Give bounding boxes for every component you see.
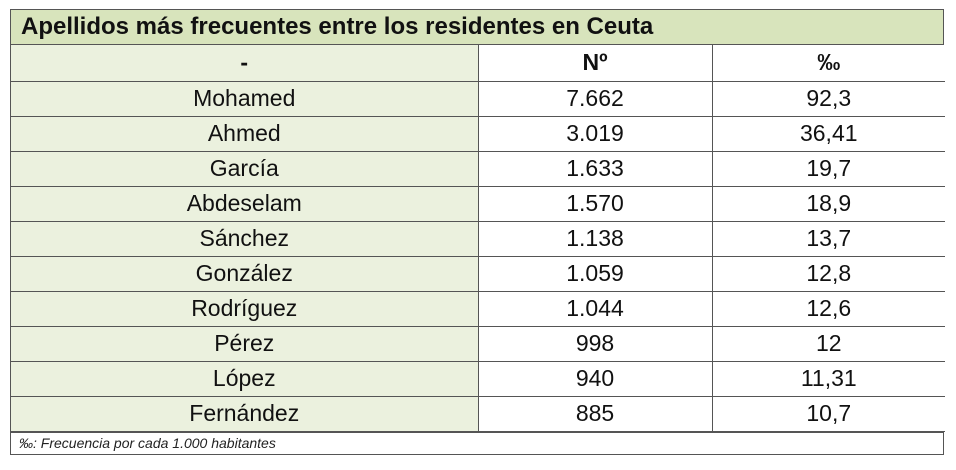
permille-cell: 12 (711, 325, 945, 362)
table-row: Sánchez 1.138 13,7 (11, 220, 945, 257)
surname-cell: Pérez (11, 325, 479, 362)
surname-cell: Mohamed (11, 81, 479, 117)
surname-cell: Sánchez (11, 220, 479, 257)
table-row: Rodríguez 1.044 12,6 (11, 290, 945, 327)
table-row: Pérez 998 12 (11, 325, 945, 362)
header-count: Nº (477, 45, 713, 82)
surname-cell: Ahmed (11, 115, 479, 152)
count-cell: 1.044 (477, 290, 713, 327)
permille-cell: 10,7 (711, 395, 945, 432)
count-cell: 1.633 (477, 150, 713, 187)
permille-cell: 92,3 (711, 81, 945, 117)
count-cell: 3.019 (477, 115, 713, 152)
table-row: García 1.633 19,7 (11, 150, 945, 187)
count-cell: 1.570 (477, 185, 713, 222)
table-title: Apellidos más frecuentes entre los resid… (11, 10, 943, 45)
count-cell: 1.059 (477, 255, 713, 292)
count-cell: 7.662 (477, 81, 713, 117)
table-row: López 940 11,31 (11, 360, 945, 397)
count-cell: 885 (477, 395, 713, 432)
surname-cell: Abdeselam (11, 185, 479, 222)
surname-cell: Fernández (11, 395, 479, 432)
count-cell: 998 (477, 325, 713, 362)
surname-cell: Rodríguez (11, 290, 479, 327)
permille-cell: 12,6 (711, 290, 945, 327)
table-row: Fernández 885 10,7 (11, 395, 945, 432)
table-row: Ahmed 3.019 36,41 (11, 115, 945, 152)
permille-cell: 19,7 (711, 150, 945, 187)
permille-cell: 11,31 (711, 360, 945, 397)
permille-cell: 18,9 (711, 185, 945, 222)
permille-cell: 36,41 (711, 115, 945, 152)
surname-table-frame: Apellidos más frecuentes entre los resid… (10, 9, 945, 455)
permille-cell: 13,7 (711, 220, 945, 257)
surname-cell: González (11, 255, 479, 292)
count-cell: 1.138 (477, 220, 713, 257)
header-surname: - (11, 45, 479, 82)
table-row: González 1.059 12,8 (11, 255, 945, 292)
header-row: - Nº ‰ (11, 45, 945, 82)
count-cell: 940 (477, 360, 713, 397)
surname-cell: López (11, 360, 479, 397)
footnote: ‰: Frecuencia por cada 1.000 habitantes (11, 431, 943, 454)
surname-table: - Nº ‰ Mohamed 7.662 92,3 Ahmed 3.019 36,41 Ga… (11, 45, 945, 432)
permille-cell: 12,8 (711, 255, 945, 292)
table-row: Mohamed 7.662 92,3 (11, 81, 945, 117)
surname-cell: García (11, 150, 479, 187)
table-row: Abdeselam 1.570 18,9 (11, 185, 945, 222)
header-permille: ‰ (711, 45, 945, 82)
